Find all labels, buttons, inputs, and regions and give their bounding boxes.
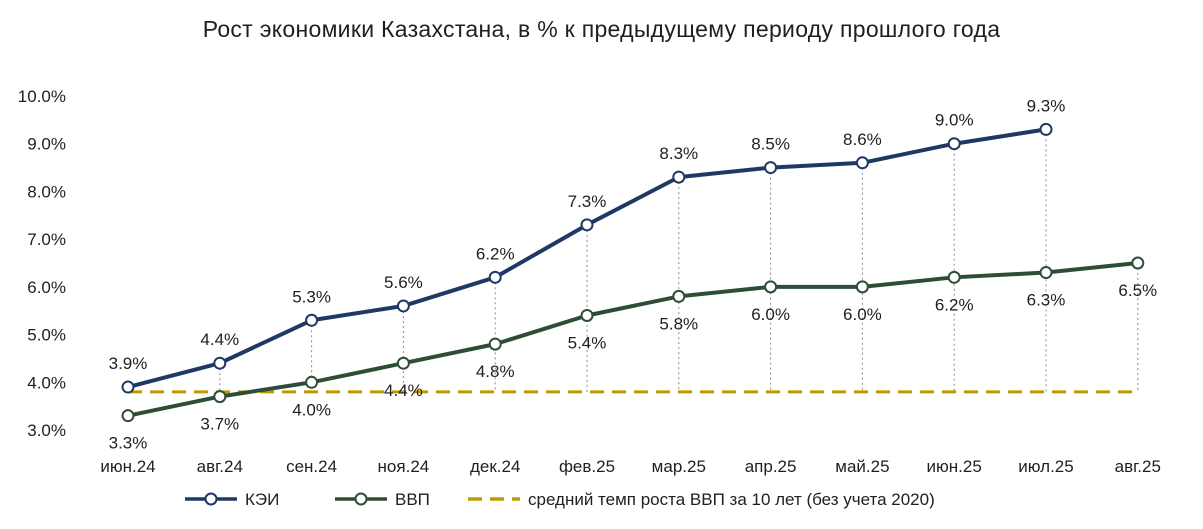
- x-tick-label: дек.24: [470, 457, 520, 476]
- data-point: [855, 156, 869, 170]
- data-label-kei: 5.6%: [384, 273, 423, 292]
- x-tick-label: июн.25: [927, 457, 982, 476]
- data-label-gdp: 5.4%: [568, 333, 607, 352]
- legend-label-kei: КЭИ: [245, 490, 279, 509]
- data-label-gdp: 5.8%: [659, 314, 698, 333]
- data-label-kei: 4.4%: [200, 330, 239, 349]
- y-axis-tick-labels: 3.0% 4.0% 5.0% 6.0% 7.0% 8.0% 9.0% 10.0%: [18, 87, 66, 440]
- data-label-gdp: 6.3%: [1027, 291, 1066, 310]
- data-label-gdp: 3.7%: [200, 415, 239, 434]
- chart-title: Рост экономики Казахстана, в % к предыду…: [202, 16, 1001, 42]
- data-label-kei: 5.3%: [292, 287, 331, 306]
- data-point: [1039, 122, 1053, 136]
- x-tick-label: апр.25: [745, 457, 797, 476]
- x-tick-label: июн.24: [100, 457, 155, 476]
- data-label-kei: 7.3%: [568, 192, 607, 211]
- data-point: [1039, 266, 1053, 280]
- data-point: [672, 289, 686, 303]
- data-point: [580, 218, 594, 232]
- x-tick-label: авг.25: [1115, 457, 1161, 476]
- data-point: [121, 409, 135, 423]
- data-point: [305, 313, 319, 327]
- legend-marker-kei: [204, 492, 218, 506]
- x-tick-label: фев.25: [559, 457, 615, 476]
- legend: КЭИ ВВП средний темп роста ВВП за 10 лет (…: [185, 490, 935, 509]
- y-tick-label: 8.0%: [27, 182, 66, 201]
- y-tick-label: 7.0%: [27, 230, 66, 249]
- y-tick-label: 4.0%: [27, 373, 66, 392]
- x-tick-label: ноя.24: [378, 457, 430, 476]
- data-point: [305, 375, 319, 389]
- data-point: [580, 308, 594, 322]
- data-label-gdp: 6.2%: [935, 295, 974, 314]
- x-axis-tick-labels: июн.24 авг.24 сен.24 ноя.24 дек.24 фев.25 мар.…: [100, 457, 1161, 476]
- data-point: [1131, 256, 1145, 270]
- data-point: [396, 299, 410, 313]
- data-label-gdp: 6.0%: [843, 305, 882, 324]
- data-point: [764, 280, 778, 294]
- data-point: [947, 270, 961, 284]
- data-point: [672, 170, 686, 184]
- data-point: [764, 161, 778, 175]
- y-tick-label: 6.0%: [27, 278, 66, 297]
- data-label-gdp: 4.8%: [476, 362, 515, 381]
- x-tick-label: авг.24: [197, 457, 243, 476]
- data-label-kei: 9.0%: [935, 111, 974, 130]
- x-tick-label: мар.25: [652, 457, 706, 476]
- data-point: [396, 356, 410, 370]
- series-line-gdp: [127, 261, 1139, 418]
- data-label-kei: 6.2%: [476, 244, 515, 263]
- legend-label-gdp: ВВП: [395, 490, 430, 509]
- legend-label-reference: средний темп роста ВВП за 10 лет (без уч…: [528, 490, 935, 509]
- data-label-gdp: 4.4%: [384, 381, 423, 400]
- data-point: [121, 380, 135, 394]
- data-point: [947, 137, 961, 151]
- x-tick-label: июл.25: [1018, 457, 1073, 476]
- data-point: [213, 390, 227, 404]
- data-label-gdp: 6.5%: [1118, 281, 1157, 300]
- y-tick-label: 9.0%: [27, 135, 66, 154]
- data-point: [855, 280, 869, 294]
- data-point: [213, 356, 227, 370]
- data-label-gdp: 3.3%: [109, 434, 148, 453]
- data-point: [488, 337, 502, 351]
- data-label-kei: 8.6%: [843, 130, 882, 149]
- y-tick-label: 10.0%: [18, 87, 66, 106]
- series-points: [121, 122, 1145, 423]
- data-label-gdp: 4.0%: [292, 400, 331, 419]
- series-lines: [127, 127, 1139, 418]
- legend-marker-gdp: [354, 492, 368, 506]
- data-label-gdp: 6.0%: [751, 305, 790, 324]
- data-label-kei: 8.3%: [659, 144, 698, 163]
- data-label-kei: 8.5%: [751, 135, 790, 154]
- data-label-kei: 9.3%: [1027, 96, 1066, 115]
- y-tick-label: 3.0%: [27, 421, 66, 440]
- data-labels: 3.9% 4.4% 5.3% 5.6% 6.2% 7.3% 8.3% 8.5% 8.6% 9.0%…: [109, 96, 1158, 452]
- y-tick-label: 5.0%: [27, 326, 66, 345]
- drop-lines: [127, 129, 1139, 392]
- x-tick-label: сен.24: [286, 457, 337, 476]
- data-label-kei: 3.9%: [109, 354, 148, 373]
- data-point: [488, 270, 502, 284]
- x-tick-label: май.25: [835, 457, 889, 476]
